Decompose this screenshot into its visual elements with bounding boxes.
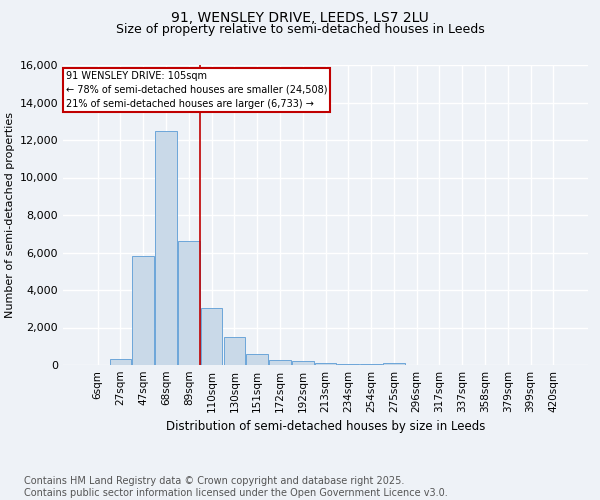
Text: 91, WENSLEY DRIVE, LEEDS, LS7 2LU: 91, WENSLEY DRIVE, LEEDS, LS7 2LU: [171, 10, 429, 24]
Bar: [110, 360, 131, 365]
Bar: [201, 308, 223, 365]
Bar: [224, 337, 245, 365]
Text: Contains HM Land Registry data © Crown copyright and database right 2025.
Contai: Contains HM Land Registry data © Crown c…: [24, 476, 448, 498]
Bar: [337, 364, 359, 365]
Bar: [269, 360, 291, 365]
Bar: [383, 363, 404, 365]
Bar: [155, 130, 177, 365]
Bar: [178, 242, 200, 365]
Y-axis label: Number of semi-detached properties: Number of semi-detached properties: [5, 112, 16, 318]
Bar: [314, 363, 337, 365]
Bar: [292, 361, 314, 365]
Text: Size of property relative to semi-detached houses in Leeds: Size of property relative to semi-detach…: [116, 24, 484, 36]
Text: 91 WENSLEY DRIVE: 105sqm
← 78% of semi-detached houses are smaller (24,508)
21% : 91 WENSLEY DRIVE: 105sqm ← 78% of semi-d…: [65, 71, 327, 109]
Bar: [133, 256, 154, 365]
X-axis label: Distribution of semi-detached houses by size in Leeds: Distribution of semi-detached houses by …: [166, 420, 485, 434]
Bar: [360, 364, 382, 365]
Bar: [247, 354, 268, 365]
